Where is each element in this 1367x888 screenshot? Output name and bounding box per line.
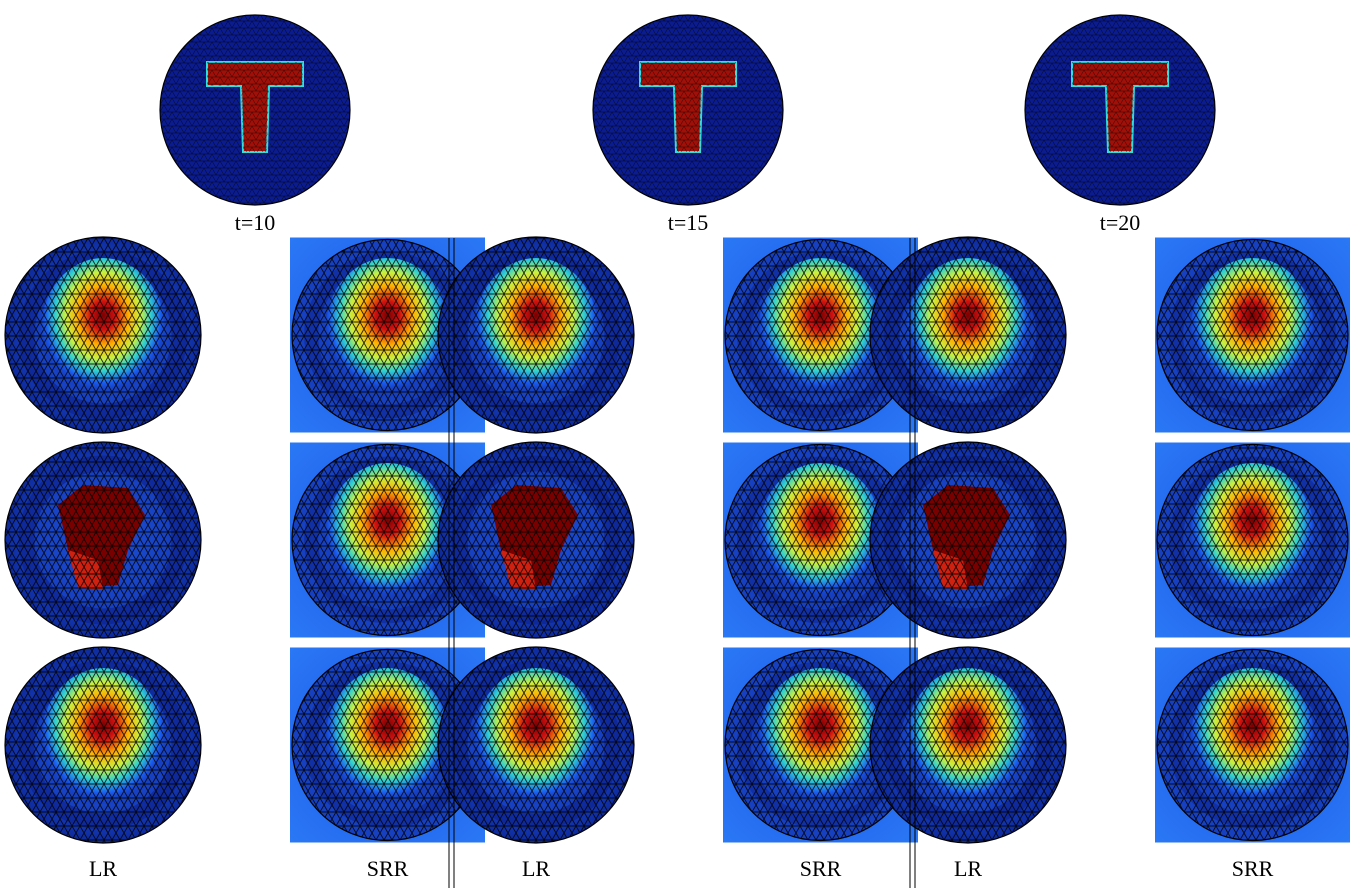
time-label-1: t=10 xyxy=(234,210,276,235)
lr-label-2: LR xyxy=(521,856,551,881)
phantom-t-2 xyxy=(592,14,784,206)
srr-recon-col1-row2 xyxy=(290,442,485,638)
lr-recon-col2-row2 xyxy=(437,441,635,639)
lr-recon-col2-row3 xyxy=(437,646,635,844)
srr-label-3: SRR xyxy=(1231,856,1274,881)
srr-recon-col1-row1 xyxy=(290,237,485,433)
lr-recon-col2-row1 xyxy=(437,236,635,434)
srr-label-2: SRR xyxy=(799,856,842,881)
lr-recon-col3-row3 xyxy=(869,646,1067,844)
lr-label-3: LR xyxy=(953,856,983,881)
lr-recon-col3-row2 xyxy=(869,441,1067,639)
srr-recon-col2-row3 xyxy=(723,647,918,843)
lr-recon-col1-row1 xyxy=(4,236,202,434)
srr-recon-col3-row3 xyxy=(1155,647,1350,843)
srr-recon-col2-row2 xyxy=(723,442,918,638)
lr-label-1: LR xyxy=(88,856,118,881)
phantom-t-1 xyxy=(159,14,351,206)
srr-recon-col2-row1 xyxy=(723,237,918,433)
time-label-3: t=20 xyxy=(1099,210,1141,235)
lr-recon-col1-row3 xyxy=(4,646,202,844)
lr-recon-col1-row2 xyxy=(4,441,202,639)
srr-recon-col3-row2 xyxy=(1155,442,1350,638)
phantom-t-3 xyxy=(1024,14,1216,206)
lr-recon-col3-row1 xyxy=(869,236,1067,434)
time-label-2: t=15 xyxy=(667,210,709,235)
srr-recon-col3-row1 xyxy=(1155,237,1350,433)
srr-label-1: SRR xyxy=(366,856,409,881)
